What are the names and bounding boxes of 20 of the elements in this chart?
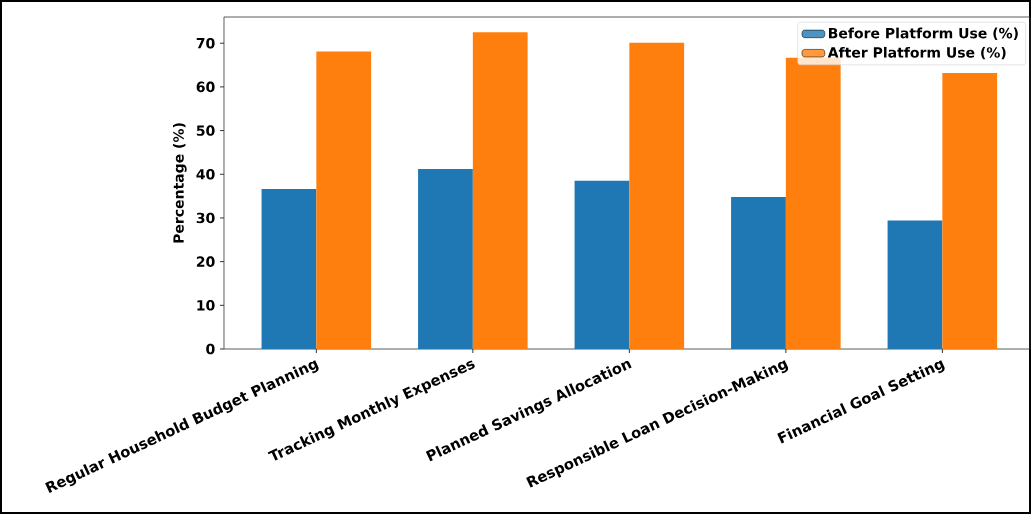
y-tick-label: 30 bbox=[196, 212, 215, 224]
bar bbox=[574, 180, 630, 349]
y-tick-label: 50 bbox=[196, 125, 215, 136]
legend-label: After Platform Use (%) bbox=[827, 46, 1006, 60]
bar bbox=[731, 196, 786, 349]
bar bbox=[942, 72, 998, 349]
legend-label: Before Platform Use (%) bbox=[829, 27, 1018, 41]
y-tick-label: 10 bbox=[197, 300, 215, 311]
y-tick-label: 20 bbox=[196, 256, 215, 267]
bar bbox=[418, 169, 473, 349]
bar bbox=[316, 51, 372, 349]
y-tick-label: 70 bbox=[196, 37, 215, 49]
y-tick-label: 60 bbox=[196, 81, 215, 93]
bar bbox=[261, 189, 317, 349]
bar bbox=[629, 42, 685, 349]
bar bbox=[887, 220, 943, 349]
y-axis-title: Percentage (%) bbox=[173, 123, 187, 243]
y-tick-label: 0 bbox=[206, 343, 215, 355]
y-tick-label: 40 bbox=[196, 168, 215, 180]
bar bbox=[472, 32, 528, 349]
